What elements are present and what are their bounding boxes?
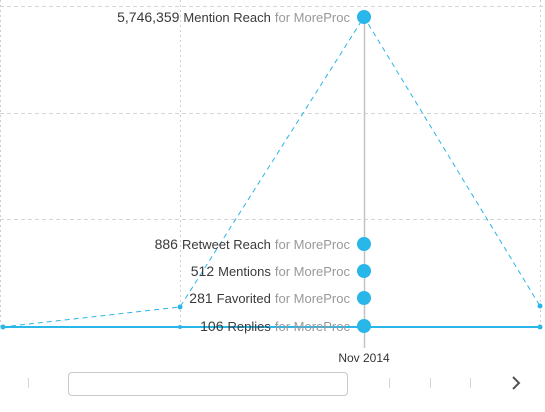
tooltip-label-mentions: 512 Mentions for MoreProc: [191, 263, 351, 279]
chevron-right-icon: [512, 376, 521, 390]
tooltip-label-retweet-reach: 886 Retweet Reach for MoreProc: [155, 236, 351, 252]
navigator-next-button[interactable]: [505, 370, 527, 396]
point-mentions-highlight[interactable]: [357, 264, 371, 278]
series-line-mention-reach: [1, 16, 541, 328]
point-replies[interactable]: [0, 324, 6, 330]
point-favorited-highlight[interactable]: [357, 291, 371, 305]
point-replies[interactable]: [537, 324, 543, 330]
tooltip-label-favorited: 281 Favorited for MoreProc: [189, 290, 350, 306]
x-axis-label: Nov 2014: [338, 351, 390, 365]
point-replies-highlight[interactable]: [357, 319, 371, 333]
point-replies[interactable]: [178, 325, 182, 329]
point-retweet-reach-highlight[interactable]: [357, 237, 371, 251]
navigator-scroll-thumb[interactable]: [68, 372, 348, 396]
tooltip-label-replies: 106 Replies for MoreProc: [200, 318, 350, 334]
point-mention-reach[interactable]: [177, 304, 183, 310]
point-mention-reach[interactable]: [537, 303, 543, 309]
tooltip-label-mention-reach: 5,746,359 Mention Reach for MoreProc: [117, 9, 350, 25]
point-mention-reach-highlight[interactable]: [357, 10, 371, 24]
